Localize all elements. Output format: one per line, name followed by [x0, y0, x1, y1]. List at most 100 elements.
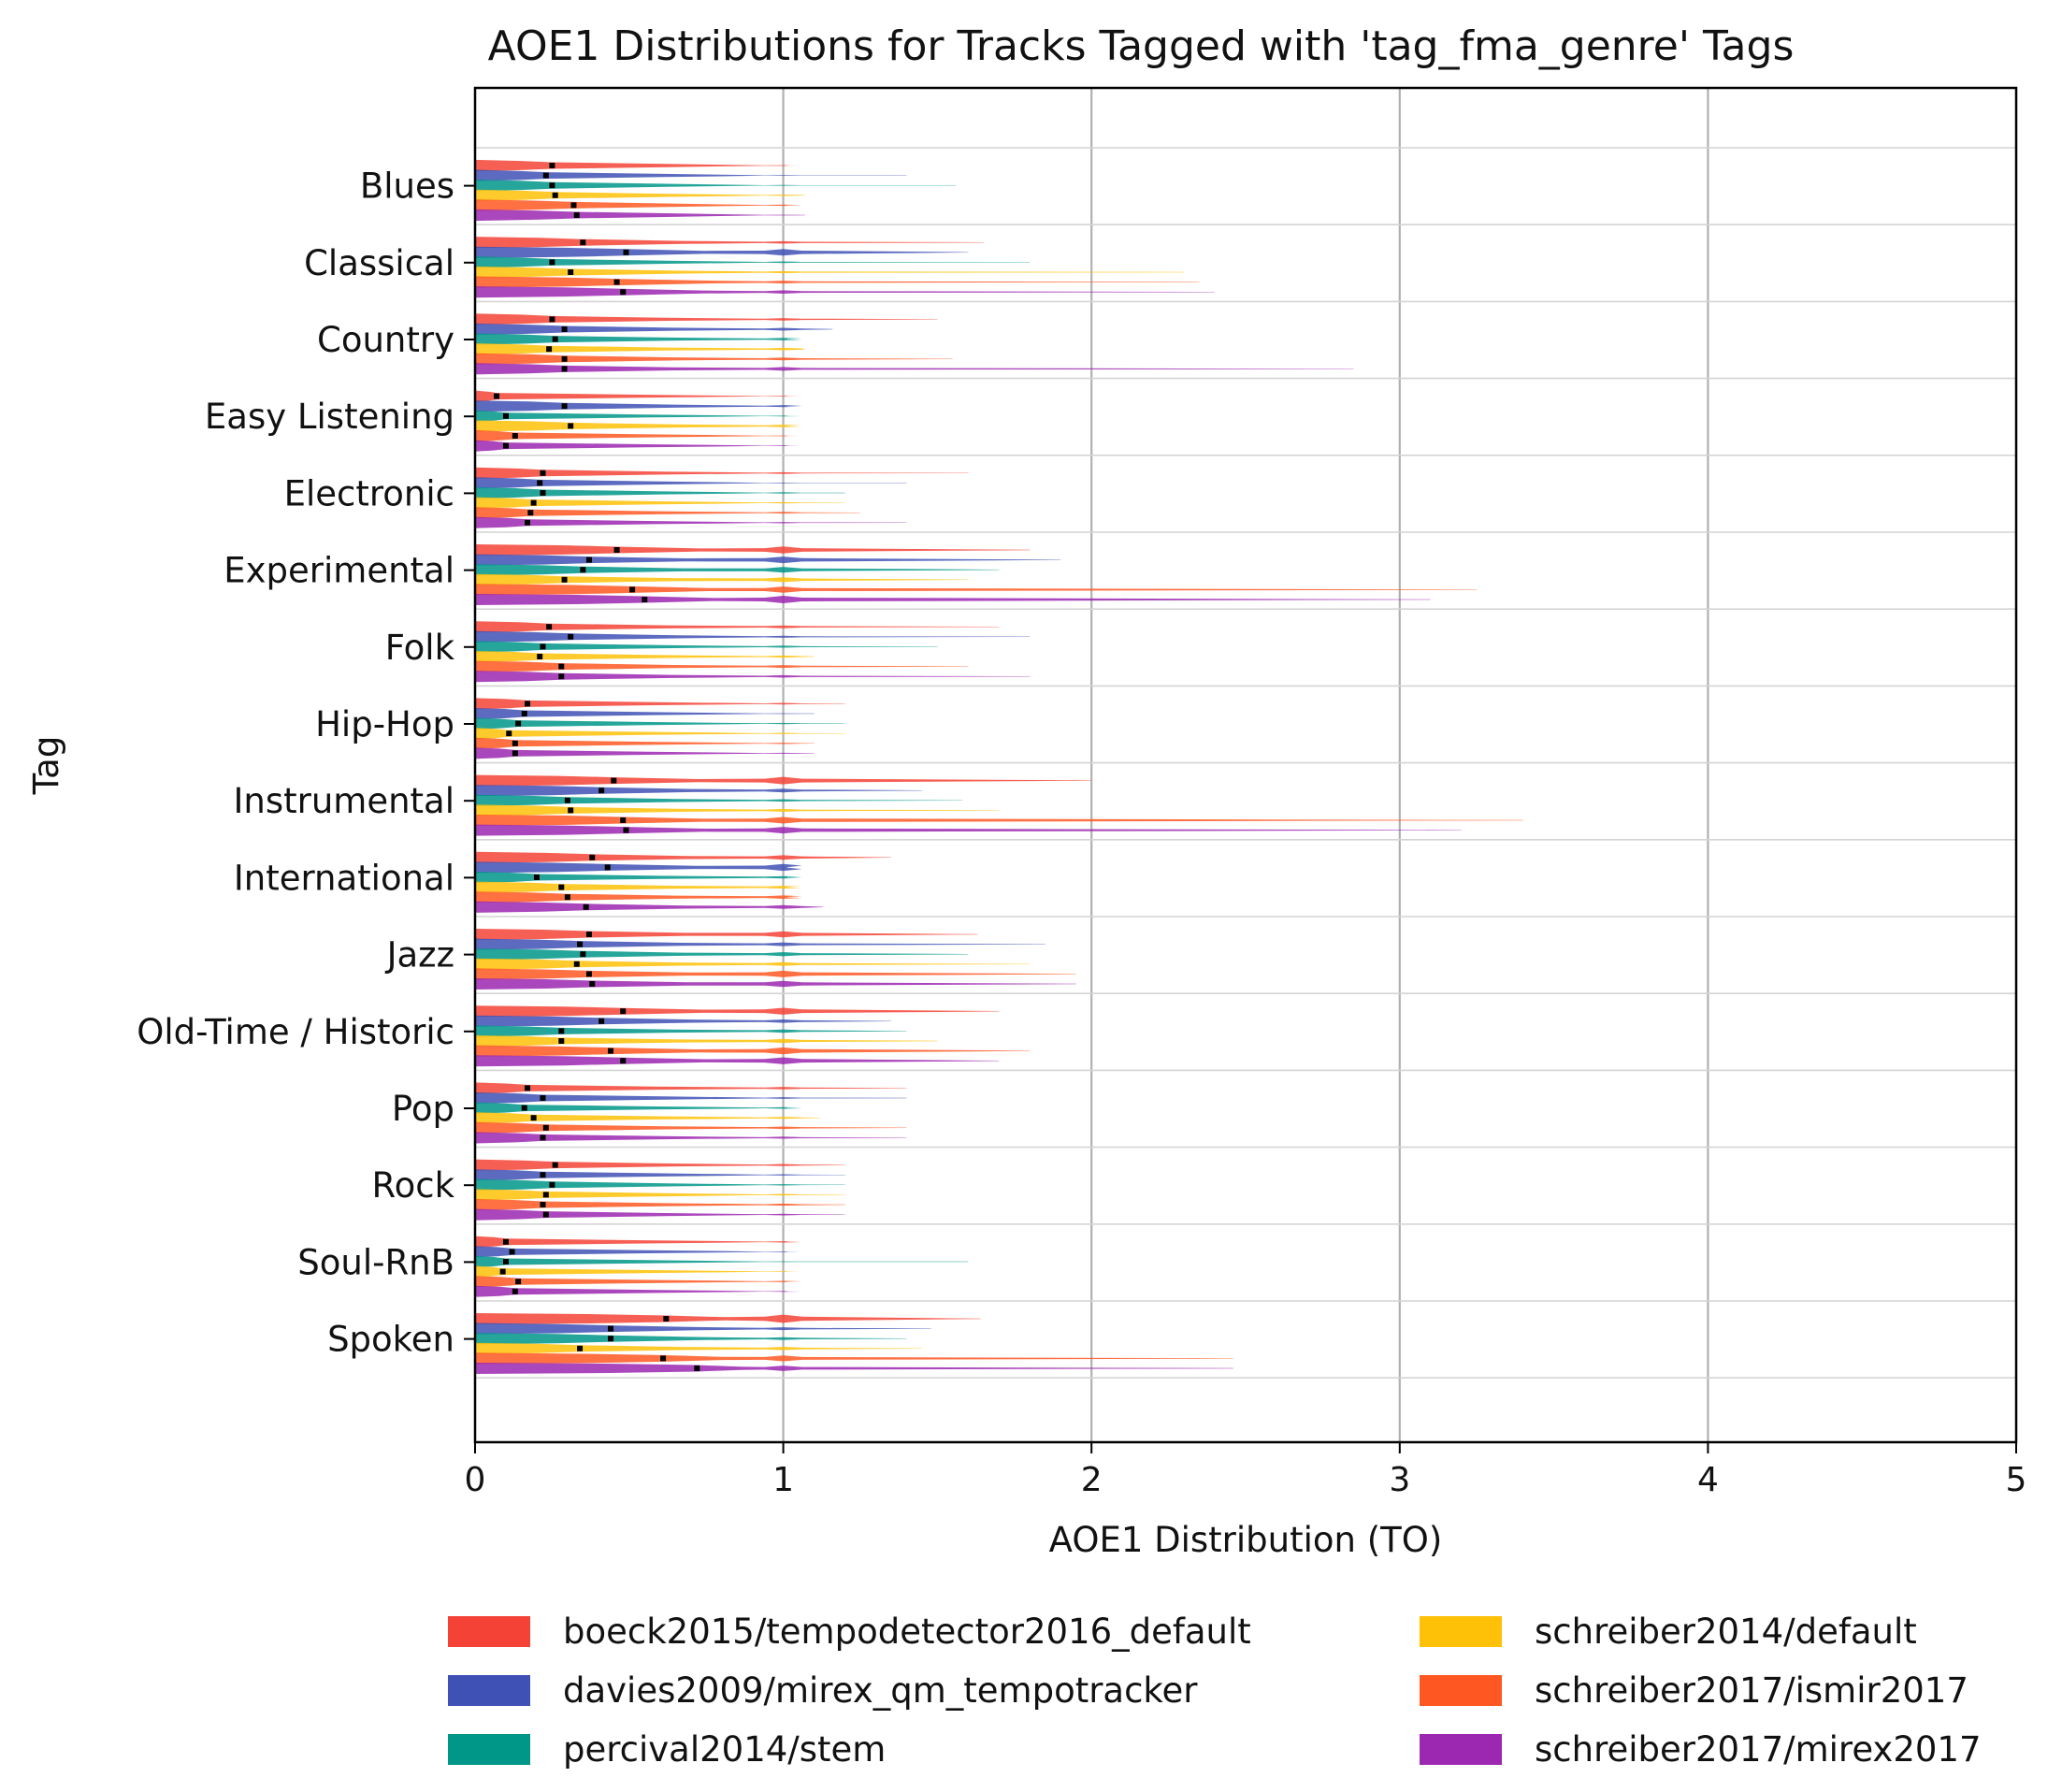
violin-instrumental-3	[475, 804, 1000, 817]
y-tick-label: Pop	[392, 1089, 454, 1129]
violin-soul-rnb-4	[475, 1276, 802, 1288]
median-marker	[585, 556, 592, 563]
median-marker	[540, 1134, 546, 1141]
violin-folk-4	[475, 660, 969, 672]
median-marker	[537, 654, 543, 659]
median-marker	[623, 249, 629, 255]
legend-swatch	[1420, 1616, 1502, 1647]
violin-pop-1	[475, 1092, 907, 1104]
violin-easy-listening-4	[475, 429, 802, 442]
violin-experimental-2	[475, 564, 1000, 576]
violin-old-time-historic-0	[475, 1005, 1000, 1018]
median-marker	[515, 1279, 522, 1285]
legend-swatch	[1420, 1734, 1502, 1765]
violin-easy-listening-1	[475, 400, 802, 412]
legend-label: boeck2015/tempodetector2016_default	[563, 1611, 1251, 1652]
median-marker	[512, 433, 518, 439]
y-axis-label: Tag	[26, 736, 66, 796]
median-marker	[521, 1105, 527, 1111]
median-marker	[549, 1181, 555, 1188]
violin-soul-rnb-3	[475, 1265, 802, 1278]
violin-rock-5	[475, 1208, 845, 1221]
median-marker	[568, 269, 574, 275]
violin-old-time-historic-2	[475, 1025, 907, 1037]
median-marker	[585, 971, 592, 977]
median-marker	[558, 1038, 565, 1044]
violin-spoken-2	[475, 1333, 907, 1345]
median-marker	[502, 442, 509, 449]
median-marker	[512, 1288, 518, 1294]
violin-electronic-5	[475, 516, 907, 528]
median-marker	[525, 1085, 531, 1091]
median-marker	[585, 932, 592, 937]
y-tick-label: Hip-Hop	[315, 704, 454, 744]
violin-pop-0	[475, 1082, 907, 1094]
violin-experimental-1	[475, 554, 1061, 566]
violin-classical-4	[475, 276, 1200, 288]
violin-international-0	[475, 851, 891, 863]
median-marker	[537, 480, 543, 486]
median-marker	[642, 597, 648, 602]
median-marker	[540, 1172, 546, 1178]
median-marker	[564, 797, 570, 803]
median-marker	[561, 355, 568, 362]
violin-spoken-0	[475, 1313, 981, 1324]
violin-international-2	[475, 872, 802, 884]
violin-easy-listening-0	[475, 390, 802, 402]
median-marker	[540, 470, 546, 476]
median-marker	[542, 172, 549, 179]
legend-swatch	[448, 1734, 530, 1765]
violin-country-0	[475, 313, 938, 325]
y-tick-label: Old-Time / Historic	[137, 1012, 454, 1052]
y-tick-label: Jazz	[385, 935, 454, 975]
violin-jazz-3	[475, 958, 1031, 970]
median-marker	[573, 212, 580, 218]
violin-folk-1	[475, 630, 1031, 643]
violin-classical-5	[475, 286, 1215, 298]
median-marker	[568, 633, 574, 640]
median-marker	[502, 412, 509, 419]
violin-experimental-3	[475, 573, 969, 585]
violin-spoken-5	[475, 1363, 1233, 1374]
median-marker	[509, 1249, 515, 1255]
violin-jazz-1	[475, 938, 1045, 950]
violin-instrumental-5	[475, 824, 1462, 836]
violin-hip-hop-2	[475, 717, 845, 730]
violin-experimental-0	[475, 544, 1031, 556]
median-marker	[577, 1345, 584, 1351]
violin-international-4	[475, 891, 802, 903]
median-marker	[589, 854, 596, 860]
median-marker	[527, 510, 534, 516]
median-marker	[546, 346, 553, 353]
x-tick-label: 4	[1697, 1461, 1719, 1499]
violin-folk-0	[475, 621, 1000, 633]
y-tick-label: Folk	[385, 628, 455, 668]
violin-folk-3	[475, 651, 815, 662]
median-marker	[546, 624, 553, 630]
gridlines	[475, 88, 2016, 1442]
violin-soul-rnb-1	[475, 1246, 802, 1258]
violin-spoken-4	[475, 1352, 1233, 1365]
violin-soul-rnb-0	[475, 1236, 802, 1248]
violin-experimental-5	[475, 594, 1431, 605]
median-marker	[577, 941, 584, 947]
legend-label: percival2014/stem	[563, 1729, 886, 1770]
y-axis-ticks: Blues Classical Country Easy Listening Elect…	[137, 166, 475, 1360]
median-marker	[525, 701, 531, 707]
x-tick-label: 3	[1389, 1461, 1410, 1499]
y-tick-label: Soul-RnB	[297, 1242, 454, 1282]
violin-blues-1	[475, 169, 907, 181]
median-marker	[525, 519, 531, 526]
legend-swatch	[448, 1616, 530, 1647]
violin-country-4	[475, 353, 953, 365]
median-marker	[568, 423, 574, 429]
violin-folk-2	[475, 641, 938, 653]
median-marker	[530, 499, 537, 506]
median-marker	[558, 1028, 565, 1034]
y-tick-label: International	[234, 858, 454, 898]
violin-hip-hop-4	[475, 737, 815, 749]
median-marker	[620, 289, 627, 296]
median-marker	[598, 1018, 605, 1024]
violin-instrumental-0	[475, 774, 1092, 787]
